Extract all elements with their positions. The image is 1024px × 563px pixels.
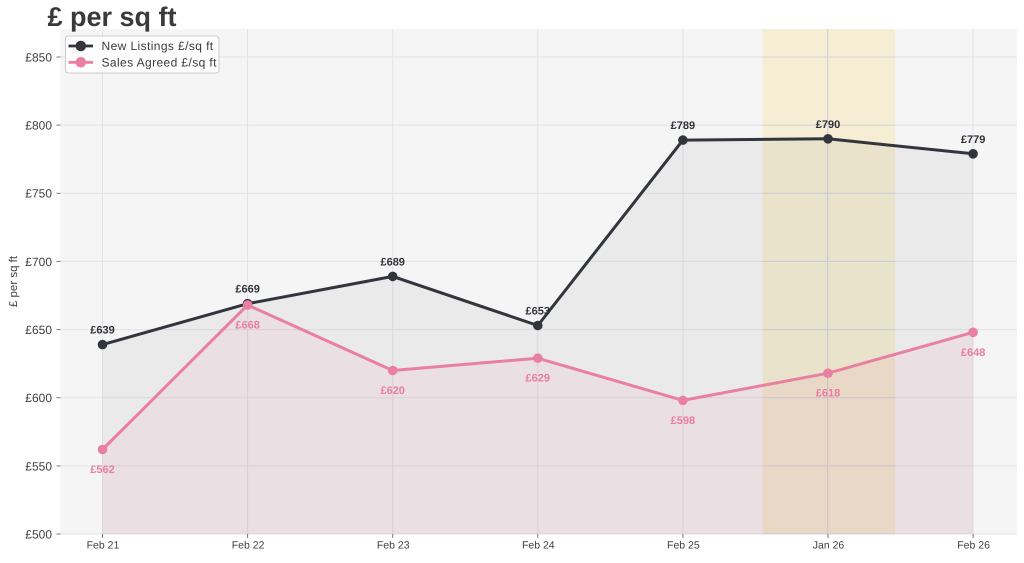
svg-text:Jan 26: Jan 26 bbox=[813, 539, 845, 551]
svg-text:£750: £750 bbox=[25, 187, 52, 201]
svg-text:£700: £700 bbox=[25, 255, 52, 269]
svg-text:£648: £648 bbox=[961, 347, 985, 359]
svg-text:Feb 24: Feb 24 bbox=[522, 539, 555, 551]
svg-text:£850: £850 bbox=[25, 50, 52, 64]
svg-text:£500: £500 bbox=[25, 527, 52, 541]
svg-text:£ per sq ft: £ per sq ft bbox=[8, 255, 20, 307]
svg-text:£689: £689 bbox=[380, 256, 404, 268]
svg-text:£668: £668 bbox=[235, 320, 259, 332]
svg-text:£598: £598 bbox=[671, 415, 695, 427]
svg-text:Feb 21: Feb 21 bbox=[87, 539, 120, 551]
svg-text:£629: £629 bbox=[526, 373, 550, 385]
svg-text:Sales Agreed £/sq ft: Sales Agreed £/sq ft bbox=[102, 56, 218, 70]
svg-text:£550: £550 bbox=[25, 459, 52, 473]
svg-text:£618: £618 bbox=[816, 388, 840, 400]
svg-text:£600: £600 bbox=[25, 391, 52, 405]
svg-text:Feb 26: Feb 26 bbox=[957, 539, 990, 551]
svg-text:£669: £669 bbox=[235, 284, 259, 296]
svg-text:Feb 25: Feb 25 bbox=[667, 539, 700, 551]
svg-text:£ per sq ft: £ per sq ft bbox=[48, 2, 177, 32]
svg-text:£650: £650 bbox=[25, 323, 52, 337]
svg-text:£790: £790 bbox=[816, 119, 840, 131]
svg-text:New Listings £/sq ft: New Listings £/sq ft bbox=[102, 39, 214, 53]
svg-text:£562: £562 bbox=[90, 464, 114, 476]
svg-text:£653: £653 bbox=[526, 306, 550, 318]
svg-text:£789: £789 bbox=[671, 120, 695, 132]
svg-text:£779: £779 bbox=[961, 134, 985, 146]
svg-text:Feb 22: Feb 22 bbox=[232, 539, 265, 551]
svg-text:£800: £800 bbox=[25, 119, 52, 133]
svg-text:Feb 23: Feb 23 bbox=[377, 539, 410, 551]
svg-text:£620: £620 bbox=[380, 385, 404, 397]
svg-text:£639: £639 bbox=[90, 325, 114, 337]
